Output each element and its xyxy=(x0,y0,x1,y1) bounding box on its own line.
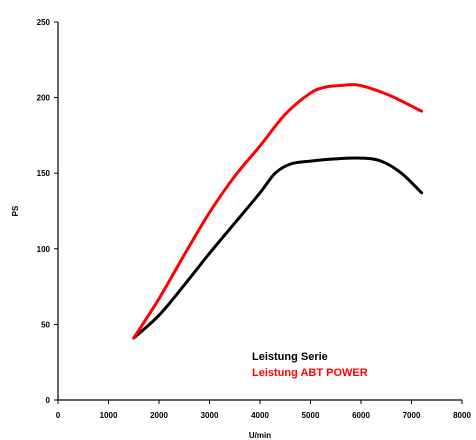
x-tick-label: 8000 xyxy=(453,411,471,420)
y-tick-label: 50 xyxy=(41,320,50,329)
y-tick-label: 100 xyxy=(37,245,51,254)
x-tick-label: 3000 xyxy=(201,411,219,420)
x-tick-label: 0 xyxy=(56,411,61,420)
x-tick-label: 2000 xyxy=(150,411,168,420)
x-tick-label: 6000 xyxy=(352,411,370,420)
series-line-abt-power xyxy=(132,83,424,340)
x-tick-label: 4000 xyxy=(251,411,269,420)
y-tick-label: 250 xyxy=(37,18,51,27)
y-ticks: 0 50 100 150 200 250 xyxy=(37,18,58,405)
x-tick-label: 7000 xyxy=(403,411,421,420)
series-group xyxy=(132,83,424,340)
legend-entry-serie: Leistung Serie xyxy=(252,351,328,363)
y-tick-label: 150 xyxy=(37,169,51,178)
series-line-serie xyxy=(132,156,424,340)
x-tick-label: 5000 xyxy=(302,411,320,420)
y-tick-label: 0 xyxy=(46,396,51,405)
y-axis-label: PS xyxy=(11,205,20,216)
x-tick-label: 1000 xyxy=(100,411,118,420)
x-ticks: 0 1000 2000 3000 4000 5000 6000 7000 8000 xyxy=(56,400,471,420)
y-tick-label: 200 xyxy=(37,94,51,103)
x-axis-label: U/min xyxy=(249,431,271,440)
axes xyxy=(57,22,462,401)
legend: Leistung Serie Leistung ABT POWER xyxy=(252,351,368,379)
legend-entry-abt-power: Leistung ABT POWER xyxy=(252,367,368,379)
